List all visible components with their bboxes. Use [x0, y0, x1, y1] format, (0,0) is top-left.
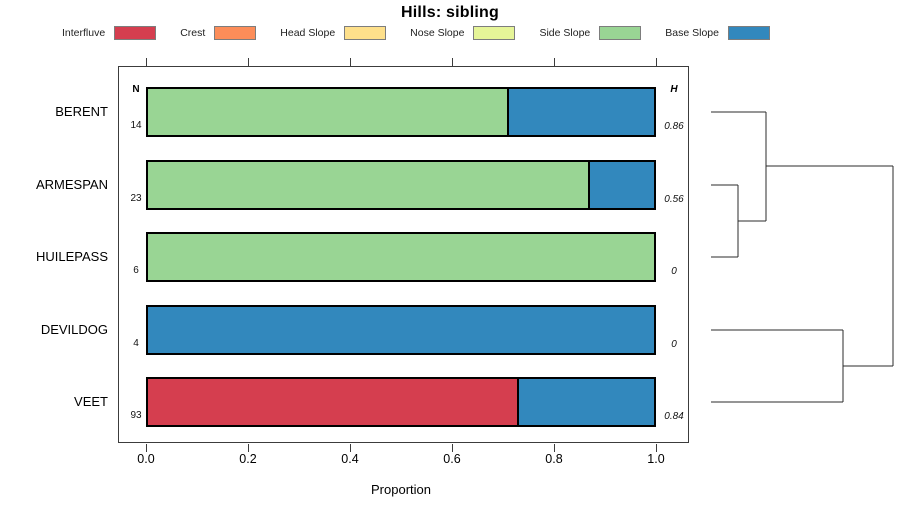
x-axis-label: Proportion [371, 482, 431, 497]
n-value-veet: 93 [130, 410, 142, 421]
h-value-armespan: 0.56 [664, 193, 684, 205]
top-tick [349, 58, 351, 66]
bottom-tick [655, 444, 657, 452]
category-label-devildog: DEVILDOG [40, 321, 108, 337]
stacked-bar-veet [146, 377, 656, 427]
n-value-devildog: 4 [133, 337, 139, 349]
h-value-veet: 0.84 [664, 411, 684, 422]
legend-label: Base Slope [665, 27, 719, 39]
n-value-armespan: 23 [130, 192, 142, 204]
h-value-devildog: 0 [671, 338, 677, 350]
bottom-tick [349, 444, 351, 452]
n-value-huilepass: 6 [133, 265, 139, 276]
bottom-tick [451, 444, 453, 452]
legend-label: Interfluve [62, 27, 106, 39]
legend-swatch [727, 26, 770, 40]
stacked-bar-huilepass [146, 232, 656, 282]
legend-item-base-slope: Base Slope [665, 26, 770, 40]
top-tick [451, 58, 453, 66]
bar-segment-side-slope [148, 161, 589, 208]
n-column-header: N [132, 84, 140, 95]
legend-item-crest: Crest [180, 26, 257, 40]
x-tick-label: 1.0 [647, 452, 665, 466]
legend-item-head-slope: Head Slope [280, 26, 387, 40]
bar-segment-base-slope [517, 379, 654, 425]
legend-item-nose-slope: Nose Slope [410, 26, 516, 40]
chart-title: Hills: sibling [401, 4, 499, 21]
bar-segment-base-slope [507, 89, 654, 135]
bar-segment-interfluve [148, 379, 518, 425]
bottom-tick [553, 444, 555, 452]
x-tick-label: 0.6 [443, 452, 461, 466]
legend-swatch [473, 26, 516, 40]
legend-swatch [344, 26, 387, 40]
category-label-veet: VEET [74, 394, 108, 409]
bar-segment-base-slope [588, 161, 654, 208]
legend-label: Crest [180, 27, 206, 39]
h-column-header: H [670, 84, 678, 95]
h-value-huilepass: 0 [671, 266, 677, 277]
h-value-berent: 0.86 [664, 121, 684, 132]
top-tick [247, 58, 249, 66]
legend-label: Nose Slope [410, 27, 465, 39]
category-label-berent: BERENT [55, 104, 108, 119]
legend-label: Side Slope [539, 27, 591, 39]
legend-label: Head Slope [280, 27, 336, 39]
legend-item-side-slope: Side Slope [539, 26, 642, 40]
legend-swatch [599, 26, 642, 40]
top-tick [145, 58, 147, 66]
x-tick-label: 0.8 [545, 452, 563, 466]
stacked-bar-berent [146, 87, 656, 137]
category-label-huilepass: HUILEPASS [35, 249, 108, 264]
bottom-tick [145, 444, 147, 452]
bar-segment-side-slope [148, 89, 508, 135]
x-tick-label: 0.0 [137, 452, 155, 466]
bar-segment-base-slope [148, 306, 654, 353]
x-tick-label: 0.2 [239, 452, 257, 466]
top-tick [655, 58, 657, 66]
bottom-tick [247, 444, 249, 452]
n-value-berent: 14 [130, 120, 142, 131]
legend: Interfluve Crest Head Slope Nose Slope Side … [62, 25, 770, 41]
legend-swatch [114, 26, 157, 40]
top-tick [553, 58, 555, 66]
stacked-bar-armespan [146, 159, 656, 210]
legend-item-interfluve: Interfluve [62, 26, 157, 40]
category-label-armespan: ARMESPAN [36, 176, 108, 192]
bar-segment-side-slope [148, 234, 654, 280]
stacked-bar-devildog [146, 304, 656, 355]
x-tick-label: 0.4 [341, 452, 359, 466]
legend-swatch [214, 26, 257, 40]
